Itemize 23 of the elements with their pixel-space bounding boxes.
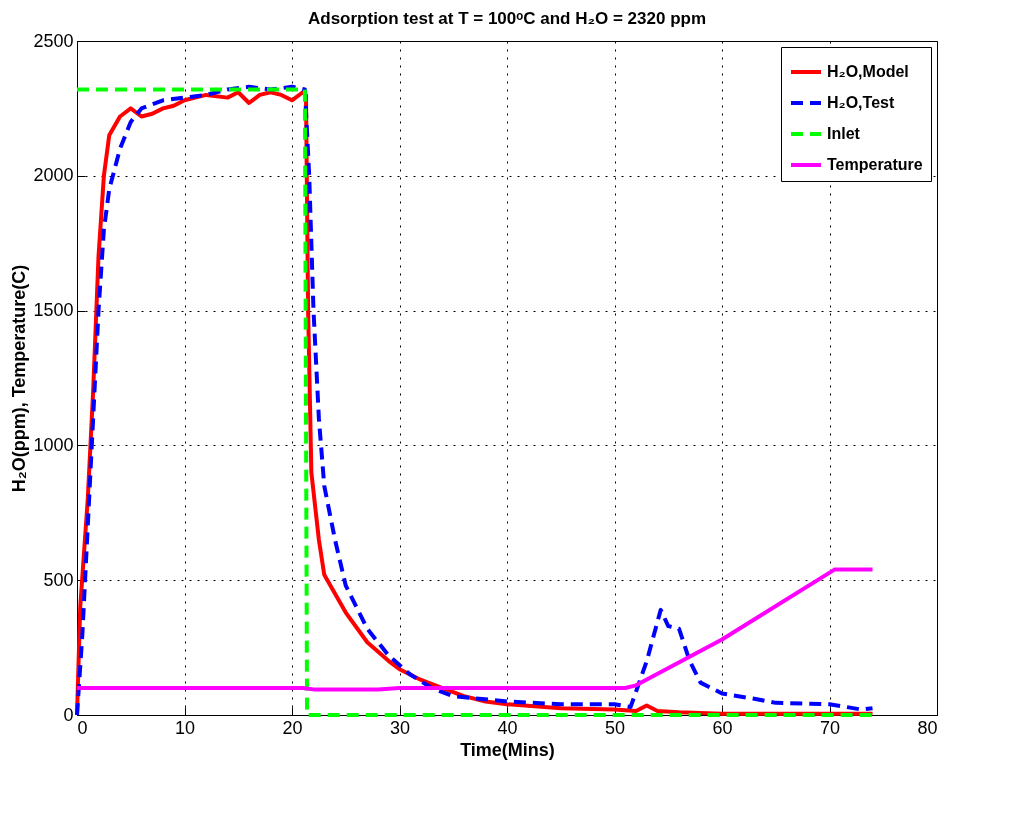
x-tick-label: 80 [917,717,938,738]
x-tick-label: 30 [389,717,411,738]
y-tick-label: 1500 [33,300,74,321]
x-axis-title: Time(Mins) [460,739,555,760]
y-tick-label: 1000 [33,434,74,455]
x-tick-label: 60 [712,717,733,738]
x-tick-label: 50 [604,717,626,738]
y-tick-label: 2500 [33,30,74,51]
x-tick-label: 40 [497,717,518,738]
y-tick-label: 2000 [33,165,74,186]
x-tick-label: 20 [282,717,303,738]
x-tick-label: 10 [174,717,196,738]
line-series [75,567,875,692]
legend-label: Inlet [827,125,861,142]
y-tick-label: 0 [63,704,74,725]
chart-title: Adsorption test at T = 100ᵒC and H₂O = 2320 ppm [307,9,707,28]
legend-label: H₂O,Test [827,94,895,111]
x-tick-label: 70 [819,717,841,738]
y-axis-title: H₂O(ppm), Temperature(C) [9,264,30,493]
legend-label: Temperature [827,156,923,173]
legend-label: H₂O,Model [827,63,909,80]
y-tick-label: 500 [43,569,74,590]
x-tick-label: 0 [77,717,88,738]
